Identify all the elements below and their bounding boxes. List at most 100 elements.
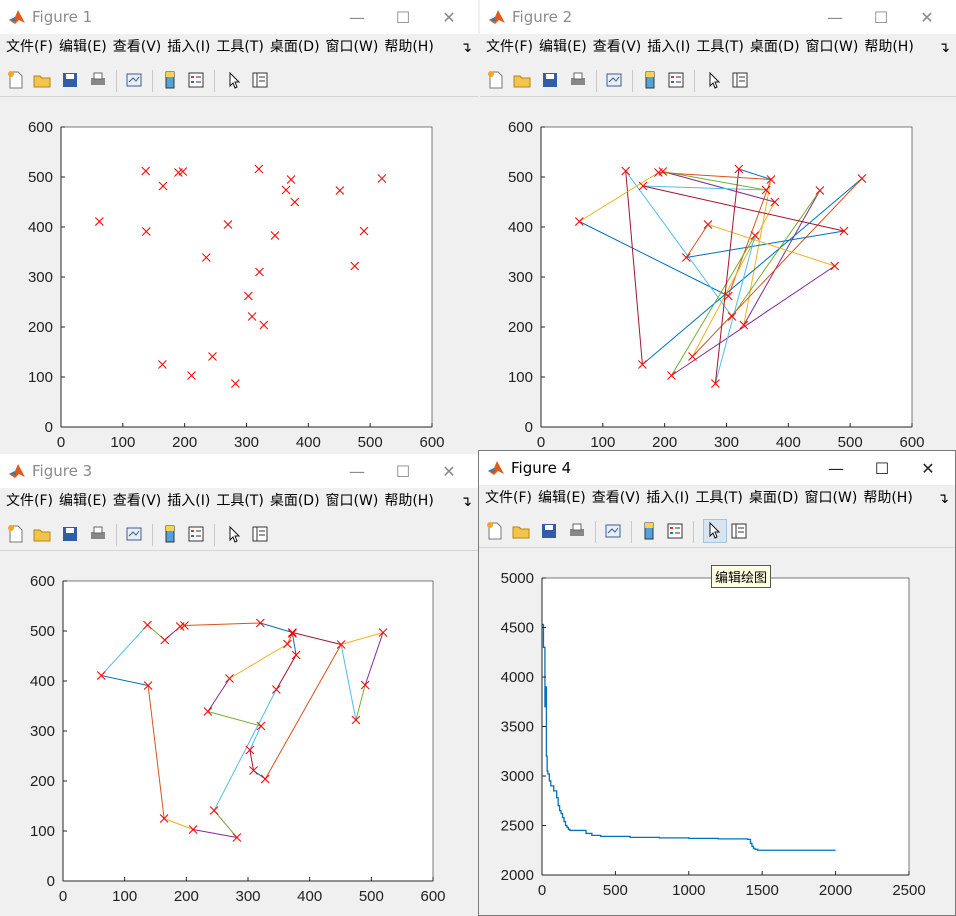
save-icon[interactable] (60, 70, 80, 90)
menu-item[interactable]: 编辑(E) (58, 493, 107, 509)
open-file-icon[interactable] (511, 521, 531, 541)
print-icon[interactable] (567, 521, 587, 541)
title-bar[interactable]: Figure 1 — ☐ ✕ (0, 0, 478, 34)
colorbar-icon[interactable] (640, 70, 660, 90)
menu-item[interactable]: 文件(F) (486, 39, 533, 55)
title-bar[interactable]: Figure 3 — ☐ ✕ (0, 454, 478, 488)
edit-plot-pointer-icon[interactable] (224, 70, 244, 90)
menu-item[interactable]: 查看(V) (591, 490, 641, 506)
new-figure-icon[interactable] (6, 70, 26, 90)
save-icon[interactable] (540, 70, 560, 90)
new-figure-icon[interactable] (485, 521, 505, 541)
maximize-button[interactable]: ☐ (874, 458, 890, 478)
colorbar-icon[interactable] (639, 521, 659, 541)
axes-background[interactable] (61, 127, 432, 427)
edit-plot-pointer-icon[interactable] (224, 524, 244, 544)
menu-item[interactable]: 帮助(H) (863, 490, 913, 506)
figure-2-window[interactable]: Figure 2 — ☐ ✕ 文件(F) 编辑(E) 查看(V) 插入(I) 工具(T) 桌面(D… (480, 0, 956, 452)
close-button[interactable]: ✕ (442, 461, 456, 481)
colorbar-icon[interactable] (160, 524, 180, 544)
axes-background[interactable] (63, 581, 433, 881)
menu-item[interactable]: 文件(F) (6, 493, 53, 509)
menu-item[interactable]: 工具(T) (216, 39, 264, 55)
menu-item[interactable]: 工具(T) (216, 493, 264, 509)
link-plot-icon[interactable] (124, 524, 144, 544)
menu-item[interactable]: 桌面(D) (748, 490, 799, 506)
menu-item[interactable]: 窗口(W) (325, 39, 379, 55)
open-file-icon[interactable] (32, 70, 52, 90)
save-icon[interactable] (60, 524, 80, 544)
maximize-button[interactable]: ☐ (395, 7, 411, 27)
new-figure-icon[interactable] (6, 524, 26, 544)
menu-item[interactable]: 编辑(E) (537, 490, 586, 506)
link-plot-icon[interactable] (604, 70, 624, 90)
edit-plot-pointer-icon[interactable] (703, 519, 727, 543)
minimize-button[interactable]: — (827, 7, 843, 27)
link-plot-icon[interactable] (603, 521, 623, 541)
menu-item[interactable]: 文件(F) (485, 490, 532, 506)
plot-area[interactable]: 0 100 200 300 400 500 600 0 100 200 300 400 500 600 (0, 554, 478, 914)
edit-plot-pointer-icon[interactable] (704, 70, 724, 90)
menu-item[interactable]: 文件(F) (6, 39, 53, 55)
menu-item[interactable]: 帮助(H) (384, 493, 434, 509)
axes-background[interactable] (541, 127, 912, 427)
maximize-button[interactable]: ☐ (873, 7, 889, 27)
close-button[interactable]: ✕ (921, 458, 935, 478)
figure-1-window[interactable]: Figure 1 — ☐ ✕ 文件(F) 编辑(E) 查看(V) 插入(I) 工具(T) 桌面(D… (0, 0, 478, 452)
print-icon[interactable] (568, 70, 588, 90)
minimize-button[interactable]: — (349, 7, 365, 27)
title-bar[interactable]: Figure 2 — ☐ ✕ (480, 0, 956, 34)
minimize-button[interactable]: — (828, 458, 844, 478)
title-bar[interactable]: Figure 4 — ☐ ✕ (479, 451, 955, 485)
plot-area[interactable]: 0 100 200 300 400 500 600 0 100 200 300 400 500 600 (0, 100, 478, 452)
open-file-icon[interactable] (32, 524, 52, 544)
print-icon[interactable] (88, 524, 108, 544)
menu-item[interactable]: 帮助(H) (864, 39, 914, 55)
figure-4-window[interactable]: Figure 4 — ☐ ✕ 文件(F) 编辑(E) 查看(V) 插入(I) 工具(T) 桌面(D… (478, 450, 956, 916)
legend-icon[interactable] (186, 70, 206, 90)
menu-item[interactable]: 桌面(D) (269, 39, 320, 55)
axes-background[interactable] (542, 578, 909, 875)
menu-overflow-icon[interactable]: ↴ (937, 491, 949, 507)
link-plot-icon[interactable] (124, 70, 144, 90)
close-button[interactable]: ✕ (442, 7, 456, 27)
menu-item[interactable]: 桌面(D) (749, 39, 800, 55)
print-icon[interactable] (88, 70, 108, 90)
plot-area[interactable]: 0 500 1000 1500 2000 2500 2000 2500 3000 3500 4000… (479, 551, 956, 916)
menu-item[interactable]: 查看(V) (112, 39, 162, 55)
menu-item[interactable]: 窗口(W) (804, 490, 858, 506)
legend-icon[interactable] (665, 521, 685, 541)
colorbar-icon[interactable] (160, 70, 180, 90)
legend-icon[interactable] (666, 70, 686, 90)
menu-item[interactable]: 插入(I) (167, 39, 211, 55)
open-file-icon[interactable] (512, 70, 532, 90)
property-inspector-icon[interactable] (729, 521, 749, 541)
minimize-button[interactable]: — (349, 461, 365, 481)
save-icon[interactable] (539, 521, 559, 541)
legend-icon[interactable] (186, 524, 206, 544)
menu-item[interactable]: 插入(I) (167, 493, 211, 509)
menu-item[interactable]: 查看(V) (112, 493, 162, 509)
menu-item[interactable]: 插入(I) (646, 490, 690, 506)
menu-item[interactable]: 桌面(D) (269, 493, 320, 509)
maximize-button[interactable]: ☐ (395, 461, 411, 481)
menu-item[interactable]: 查看(V) (592, 39, 642, 55)
menu-item[interactable]: 插入(I) (647, 39, 691, 55)
property-inspector-icon[interactable] (730, 70, 750, 90)
menu-overflow-icon[interactable]: ↴ (460, 494, 472, 510)
menu-item[interactable]: 窗口(W) (805, 39, 859, 55)
menu-item[interactable]: 帮助(H) (384, 39, 434, 55)
menu-item[interactable]: 工具(T) (696, 39, 744, 55)
menu-item[interactable]: 窗口(W) (325, 493, 379, 509)
figure-3-window[interactable]: Figure 3 — ☐ ✕ 文件(F) 编辑(E) 查看(V) 插入(I) 工具(T) 桌面(D… (0, 454, 478, 916)
close-button[interactable]: ✕ (920, 7, 934, 27)
property-inspector-icon[interactable] (250, 524, 270, 544)
menu-overflow-icon[interactable]: ↴ (938, 40, 950, 56)
plot-area[interactable]: 0 100 200 300 400 500 600 0 100 200 300 400 500 600 (480, 100, 956, 452)
menu-item[interactable]: 编辑(E) (58, 39, 107, 55)
menu-item[interactable]: 工具(T) (695, 490, 743, 506)
menu-item[interactable]: 编辑(E) (538, 39, 587, 55)
property-inspector-icon[interactable] (250, 70, 270, 90)
new-figure-icon[interactable] (486, 70, 506, 90)
menu-overflow-icon[interactable]: ↴ (460, 40, 472, 56)
